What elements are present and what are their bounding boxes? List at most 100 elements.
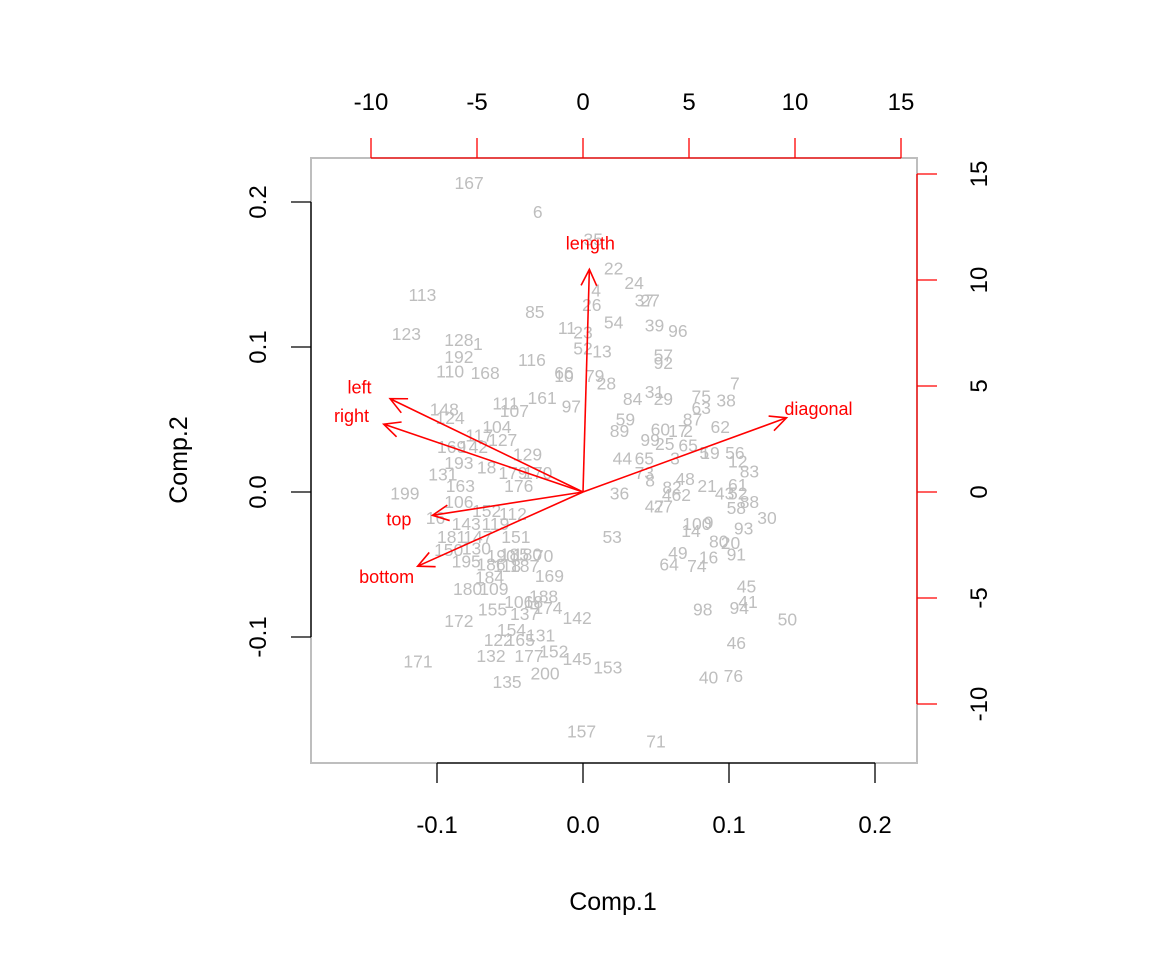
score-point-label: 27 — [640, 291, 659, 311]
x-axis-title: Comp.1 — [569, 888, 657, 916]
loading-label: bottom — [359, 567, 414, 587]
loading-arrow-shaft — [582, 269, 591, 493]
score-point-label: 165 — [506, 630, 535, 650]
score-point-label: 170 — [523, 463, 552, 483]
score-point-label: 128 — [444, 330, 473, 350]
score-point-label: 97 — [562, 396, 581, 416]
score-point-label: 25 — [655, 434, 674, 454]
score-point-label: 76 — [724, 666, 743, 686]
score-point-label: 18 — [477, 457, 496, 477]
score-point-label: 185 — [500, 544, 529, 564]
score-point-label: 35 — [583, 230, 602, 250]
loading-right: right — [334, 406, 584, 493]
score-point-label: 12 — [728, 452, 747, 472]
score-point-label: 107 — [500, 401, 529, 421]
score-point-label: 155 — [478, 599, 507, 619]
top-tick-label: -10 — [354, 89, 389, 116]
right-axis: -10 -5 0 5 10 15 — [916, 161, 993, 721]
score-point-label: 188 — [529, 586, 558, 606]
right-tick-label: 15 — [966, 161, 993, 188]
score-point-label: 6 — [533, 202, 543, 222]
score-point-label: 1 — [473, 334, 483, 354]
score-point-label: 68 — [524, 592, 543, 612]
loading-arrow-shaft — [383, 423, 584, 493]
score-point-label: 17 — [668, 421, 687, 441]
score-point-label: 65 — [678, 436, 697, 456]
score-point-label: 75 — [692, 386, 711, 406]
score-point-label: 80 — [709, 531, 729, 551]
score-point-label: 161 — [528, 388, 557, 408]
score-point-label: 54 — [604, 312, 624, 332]
score-point-label: 145 — [563, 649, 592, 669]
score-point-label: 38 — [716, 391, 735, 411]
right-tick-label: 5 — [966, 379, 993, 392]
score-point-label: 132 — [476, 646, 505, 666]
score-point-label: 45 — [737, 576, 756, 596]
score-point-label: 179 — [498, 463, 527, 483]
score-point-label: 58 — [727, 498, 746, 518]
score-point-label: 13 — [592, 341, 611, 361]
loading-arrow-head — [580, 267, 598, 287]
score-point-label: 106 — [444, 492, 473, 512]
score-point-label: 116 — [518, 350, 546, 370]
loading-arrow-shaft — [582, 417, 787, 493]
score-point-label: 71 — [646, 731, 665, 751]
score-point-label: 66 — [554, 363, 573, 383]
score-point-label: 64 — [659, 555, 679, 575]
score-point-label: 53 — [602, 527, 621, 547]
loading-diagonal: diagonal — [582, 399, 852, 493]
left-tick-label: -0.1 — [245, 616, 272, 657]
score-point-label: 109 — [479, 579, 508, 599]
score-point-label: 16 — [699, 547, 718, 567]
score-point-label: 62 — [711, 417, 730, 437]
right-tick-label: 0 — [966, 485, 993, 498]
score-point-label: 199 — [390, 483, 419, 503]
score-point-label: 111 — [492, 394, 519, 414]
score-point-label: 172 — [444, 611, 473, 631]
score-point-label: 47 — [645, 497, 664, 517]
score-point-label: 127 — [488, 430, 517, 450]
score-point-label: 52 — [573, 338, 592, 358]
score-point-label: 131 — [526, 626, 555, 646]
score-point-label: 195 — [452, 552, 481, 572]
score-point-label: 99 — [640, 430, 659, 450]
loading-label: length — [566, 233, 615, 253]
loading-bottom: bottom — [359, 491, 584, 587]
score-point-label: 131 — [428, 465, 457, 485]
score-point-label: 41 — [738, 592, 757, 612]
score-point-label: 48 — [675, 469, 694, 489]
score-point-label: 46 — [727, 633, 746, 653]
score-point-label: 79 — [585, 366, 604, 386]
score-point-label: 93 — [734, 518, 753, 538]
score-point-label: 167 — [455, 173, 484, 193]
score-point-label: 110 — [436, 362, 464, 382]
score-point-label: 8 — [645, 470, 655, 490]
score-point-label: 40 — [699, 668, 719, 688]
right-tick-label: -5 — [966, 587, 993, 608]
score-point-label: 14 — [681, 521, 701, 541]
y-axis-title: Comp.2 — [165, 416, 193, 504]
score-point-label: 153 — [593, 657, 622, 677]
score-point-label: 148 — [430, 399, 459, 419]
score-point-label: 152 — [539, 642, 568, 662]
score-point-label: 100 — [682, 514, 711, 534]
top-tick-label: 15 — [888, 89, 915, 116]
score-point-label: 98 — [693, 599, 712, 619]
score-point-label: 16 — [426, 508, 445, 528]
score-point-label: 11 — [558, 318, 576, 338]
score-point-label: 50 — [778, 610, 798, 630]
score-point-label: 180 — [513, 544, 542, 564]
score-point-label: 118 — [493, 556, 521, 576]
score-point-label: 61 — [728, 475, 747, 495]
loading-arrow-head — [430, 504, 450, 522]
score-point-label: 31 — [645, 382, 664, 402]
score-point-label: 82 — [662, 478, 681, 498]
score-point-label: 65 — [635, 449, 654, 469]
loading-label: top — [386, 509, 411, 529]
score-point-label: 44 — [613, 449, 633, 469]
score-point-label: 49 — [668, 543, 687, 563]
left-tick-label: 0.0 — [245, 475, 272, 508]
score-point-label: 29 — [654, 389, 673, 409]
score-point-label: 24 — [624, 273, 644, 293]
